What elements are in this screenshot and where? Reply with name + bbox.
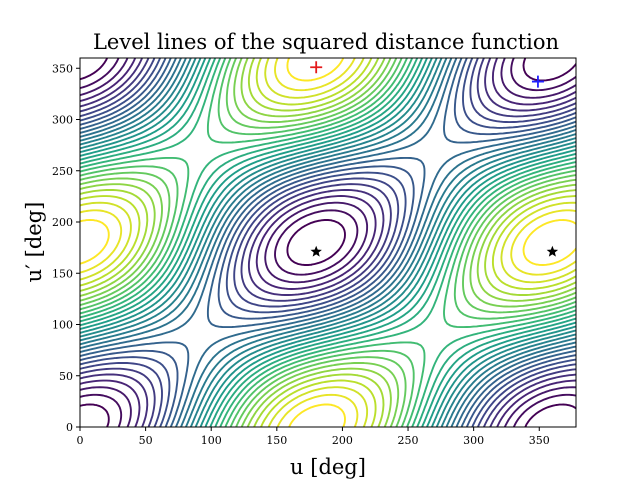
contour-level-23 [80,58,576,427]
contour-level-29 [80,58,576,427]
y-axis-ticks: 0 50 100 150 200 250 300 350 [52,62,80,434]
star-marker-3 [546,245,559,257]
x-tick-label: 150 [266,434,287,447]
star-marker-2 [310,245,322,257]
x-tick-label: 300 [463,434,484,447]
y-tick-label: 200 [52,216,73,229]
chart-title: Level lines of the squared distance func… [93,30,559,54]
contour-level-10 [80,58,576,427]
contour-level-16 [80,58,576,427]
y-tick-label: 150 [52,267,73,280]
contour-level-28 [80,58,576,427]
contour-level-12 [80,58,576,427]
x-tick-label: 100 [201,434,222,447]
x-tick-label: 0 [77,434,84,447]
x-axis-ticks: 0 50 100 150 200 250 300 350 [77,427,550,447]
plot-frame [79,57,577,428]
y-axis-label: u′ [deg] [22,202,46,283]
contour-level-5 [80,58,576,427]
y-tick-label: 0 [66,421,73,434]
y-tick-label: 50 [59,370,73,383]
x-tick-label: 200 [332,434,353,447]
contour-level-7 [80,58,576,427]
y-tick-label: 350 [52,62,73,75]
contour-level-14 [80,58,576,427]
contour-lines [80,58,576,427]
x-tick-label: 50 [139,434,153,447]
contour-level-30 [80,58,576,427]
plus-marker-0 [310,61,323,74]
y-tick-label: 250 [52,165,73,178]
contour-level-6 [80,58,576,427]
contour-level-20 [80,58,576,427]
contour-level-22 [80,58,576,427]
contour-level-1 [80,58,576,427]
contour-level-3 [80,58,576,427]
x-tick-label: 350 [529,434,550,447]
contour-level-4 [80,58,576,427]
markers [310,61,559,257]
y-tick-label: 100 [52,319,73,332]
contour-level-27 [80,58,576,427]
contour-level-18 [80,58,576,427]
contour-level-11 [80,58,576,427]
x-axis-label: u [deg] [290,455,366,479]
contour-level-26 [80,58,576,427]
contour-level-25 [80,58,576,427]
plus-marker-1 [531,75,544,88]
contour-level-13 [80,58,576,427]
y-tick-label: 300 [52,114,73,127]
contour-level-8 [80,58,576,427]
x-tick-label: 250 [398,434,419,447]
contour-level-2 [80,58,576,427]
